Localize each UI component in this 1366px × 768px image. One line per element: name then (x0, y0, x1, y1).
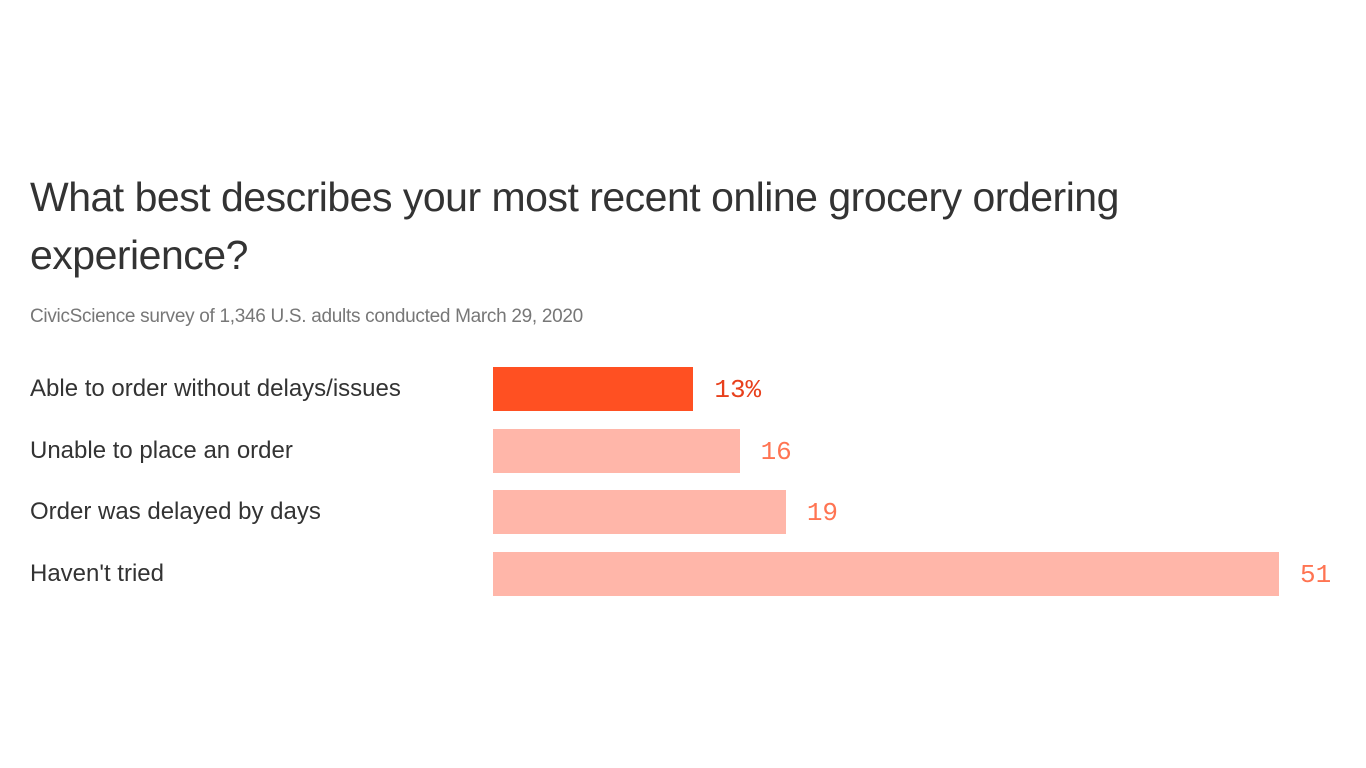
category-label: Unable to place an order (30, 436, 293, 464)
value-label: 51 (1300, 559, 1332, 590)
value-label: 19 (806, 498, 839, 528)
bar (493, 367, 694, 411)
value-label: 16 (760, 436, 792, 467)
bar (493, 551, 1279, 596)
bar (493, 428, 740, 473)
bar (493, 490, 786, 534)
chart-subtitle: CivicScience survey of 1,346 U.S. adults… (30, 306, 583, 327)
category-label: Able to order without delays/issues (30, 375, 401, 402)
chart-title: What best describes your most recent onl… (30, 174, 1119, 278)
value-label: 13% (714, 375, 762, 405)
category-label: Order was delayed by days (30, 498, 321, 525)
category-label: Haven't tried (30, 559, 164, 587)
